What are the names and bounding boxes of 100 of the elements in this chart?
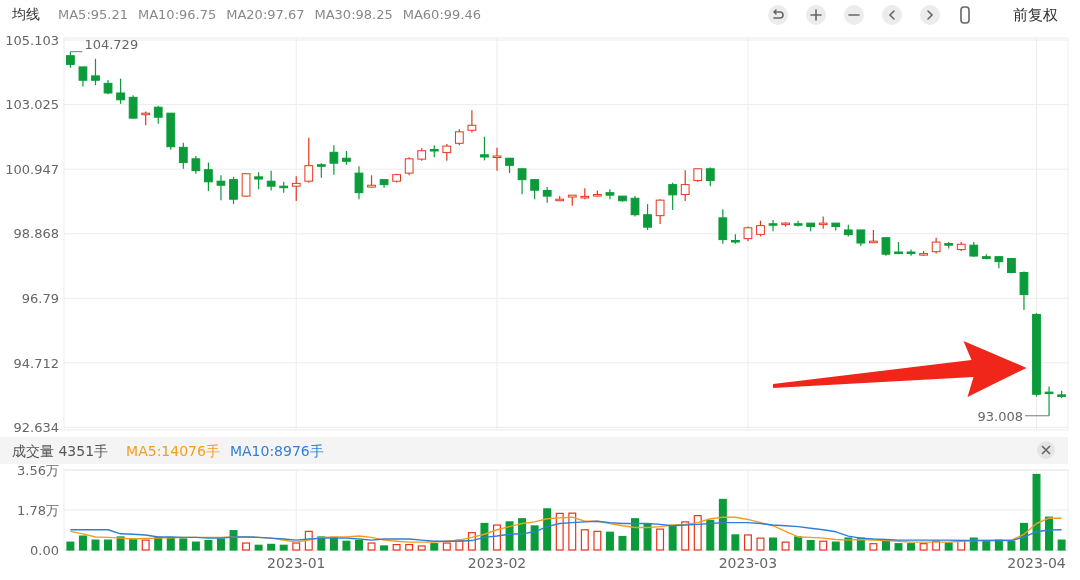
candlestick (1019, 270, 1029, 311)
x-tick-label: 2023-04 (1007, 554, 1066, 571)
candlestick (492, 147, 502, 172)
bar (279, 544, 288, 551)
candlestick (204, 161, 213, 192)
bar (781, 541, 790, 551)
bar (442, 542, 451, 551)
bar (731, 534, 740, 551)
text: MA60:99.46 (402, 7, 481, 22)
text: MA30:98.25 (314, 7, 393, 22)
bar (292, 542, 301, 551)
bar (894, 543, 903, 551)
text: MA5:14076手 (126, 443, 220, 459)
bar (78, 535, 87, 551)
bar (706, 519, 715, 551)
candlestick (643, 203, 652, 231)
bar (919, 543, 928, 551)
candlestick (1044, 385, 1054, 417)
bar (907, 543, 916, 551)
annotation: 104.729 (84, 36, 139, 52)
y-tick-label: 100.947 (5, 161, 59, 177)
bar (543, 508, 552, 551)
bar (342, 540, 351, 551)
bar (756, 537, 765, 551)
candlestick (881, 237, 891, 257)
bar (518, 518, 527, 551)
bar (354, 539, 363, 551)
y-tick-label: 105.103 (5, 32, 59, 48)
bar (367, 542, 376, 551)
y-tick-label: 0.00 (30, 542, 59, 558)
candlestick (467, 109, 477, 134)
bar (216, 538, 225, 551)
bar (392, 544, 401, 551)
bar (204, 539, 213, 551)
x-tick-label: 2023-01 (266, 554, 326, 571)
bar (405, 544, 414, 551)
bar (869, 543, 878, 551)
bar (643, 523, 652, 551)
bar (769, 537, 778, 551)
x-tick-label: 2023-03 (718, 554, 778, 571)
bar (881, 539, 890, 551)
bar (605, 531, 614, 551)
bar (969, 537, 978, 551)
candlestick (229, 176, 238, 205)
candlestick (266, 170, 276, 192)
candlestick (153, 105, 163, 125)
bar (806, 539, 815, 551)
bar (982, 540, 991, 551)
bar (530, 525, 539, 551)
candlestick (605, 188, 615, 200)
y-tick-label: 1.78万 (17, 502, 59, 518)
candlestick (404, 156, 414, 176)
candlestick (291, 175, 301, 202)
bar (631, 518, 639, 551)
candlestick (630, 195, 640, 218)
y-tick-label: 3.56万 (17, 462, 59, 478)
candlestick (668, 182, 678, 211)
bar (819, 540, 828, 551)
bar (91, 539, 100, 551)
y-tick-label: 103.025 (5, 97, 59, 113)
bar (141, 539, 150, 551)
y-tick-label: 94.712 (13, 355, 59, 371)
bar (229, 530, 238, 551)
candlestick (128, 94, 138, 120)
bar (104, 539, 113, 551)
bar (380, 545, 389, 551)
bar (693, 515, 702, 551)
candlestick (530, 179, 540, 200)
text: MA10:96.75 (137, 7, 217, 22)
bar (179, 538, 188, 551)
bar (555, 512, 564, 551)
candlestick (718, 208, 728, 245)
candlestick (655, 198, 665, 225)
text: MA20:97.67 (226, 7, 305, 22)
candlestick (768, 219, 778, 232)
bar (656, 528, 665, 551)
candlestick (517, 168, 527, 195)
x-tick-label: 2023-02 (467, 554, 527, 571)
bar (831, 541, 840, 551)
bar (718, 498, 727, 551)
bar (580, 529, 589, 551)
bar (129, 538, 138, 551)
bar (242, 542, 251, 551)
candlestick (354, 165, 364, 200)
bar (681, 521, 690, 551)
candlestick (680, 169, 690, 202)
candlestick (480, 136, 489, 161)
bar (944, 542, 953, 551)
bar (430, 543, 439, 551)
candlestick (91, 58, 100, 86)
chart-title: 成交量 4351手 (12, 443, 109, 459)
bar (618, 535, 627, 551)
candlestick (216, 174, 226, 201)
bar (267, 543, 276, 551)
bar (994, 539, 1003, 551)
candlestick (78, 66, 88, 88)
bar (568, 512, 577, 551)
bar (668, 526, 677, 551)
bar (417, 545, 426, 551)
bar (1057, 539, 1066, 551)
